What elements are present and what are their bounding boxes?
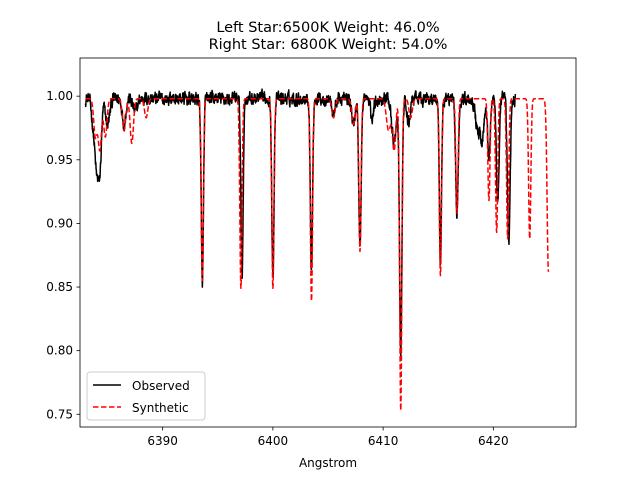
legend: Observed Synthetic — [86, 371, 206, 421]
x-axis-label: Angstrom — [299, 456, 357, 470]
x-axis-ticks: 6390 6400 6410 6420 — [147, 427, 509, 448]
series-layer — [84, 88, 550, 412]
y-tick-label: 1.00 — [46, 89, 73, 103]
y-tick-label: 0.90 — [46, 216, 73, 230]
y-axis-ticks: 0.75 0.80 0.85 0.90 0.95 1.00 — [46, 89, 80, 421]
chart-title-line-1: Left Star:6500K Weight: 46.0% — [216, 20, 439, 36]
y-tick-label: 0.80 — [46, 344, 73, 358]
y-tick-label: 0.95 — [46, 153, 73, 167]
series-line-synthetic — [84, 97, 550, 412]
y-tick-label: 0.75 — [46, 407, 73, 421]
x-tick-label: 6400 — [258, 434, 289, 448]
y-tick-label: 0.85 — [46, 280, 73, 294]
x-tick-label: 6410 — [368, 434, 399, 448]
chart-title-line-2: Right Star: 6800K Weight: 54.0% — [209, 37, 448, 53]
legend-label-synthetic: Synthetic — [132, 401, 189, 415]
legend-label-observed: Observed — [132, 379, 190, 393]
legend-box — [86, 371, 206, 421]
x-tick-label: 6420 — [478, 434, 509, 448]
axes-frame — [79, 57, 577, 428]
plot-area — [80, 58, 576, 427]
x-tick-label: 6390 — [147, 434, 178, 448]
